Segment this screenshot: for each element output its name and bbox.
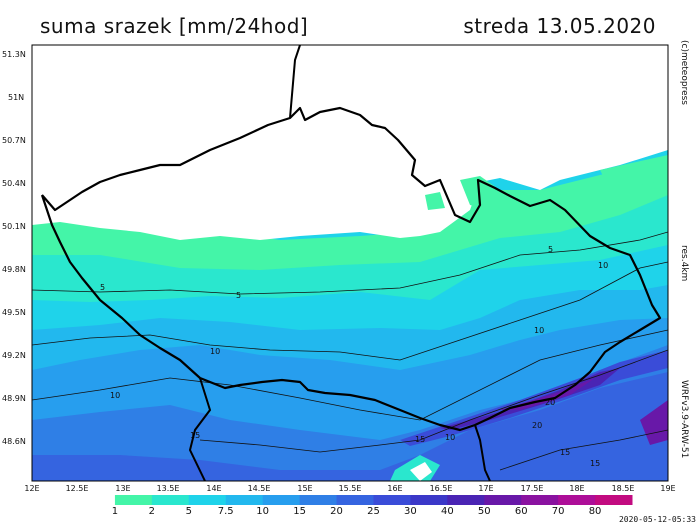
lat-label: 49.2N (2, 351, 26, 360)
lon-label: 13E (115, 484, 130, 493)
legend-swatch (410, 495, 448, 505)
legend-swatch (373, 495, 411, 505)
country-border (188, 377, 212, 481)
run-timestamp: 2020-05-12-05:33 (618, 515, 696, 524)
model-label: WRFv3.9-ARW-51 (679, 380, 689, 459)
contour-label: 5 (236, 291, 241, 300)
legend-label: 40 (441, 506, 454, 517)
lon-label: 15.5E (339, 484, 362, 493)
legend-label: 20 (330, 506, 343, 517)
legend-label: 80 (589, 506, 602, 517)
lat-label: 51.3N (2, 50, 26, 59)
lat-label: 49.5N (2, 308, 26, 317)
legend-swatch (78, 495, 116, 505)
legend-swatch (188, 495, 227, 505)
legend-label: 1 (112, 506, 118, 517)
credit-label: (c)meteopress (679, 40, 689, 105)
legend-swatch (558, 495, 596, 505)
contour-label: 15 (590, 459, 600, 468)
contour-label: 10 (210, 347, 220, 356)
legend-label: 10 (256, 506, 269, 517)
legend-swatch (447, 495, 485, 505)
lon-label: 12.5E (66, 484, 89, 493)
country-border (474, 424, 491, 481)
legend-label: 5 (186, 506, 192, 517)
legend-swatch (484, 495, 522, 505)
legend-swatch (336, 495, 374, 505)
contour-label: 10 (110, 391, 120, 400)
lon-label: 13.5E (157, 484, 180, 493)
lon-label: 18.5E (612, 484, 635, 493)
lon-label: 18E (569, 484, 584, 493)
legend-label: 70 (552, 506, 565, 517)
lon-label: 15E (297, 484, 312, 493)
lat-label: 49.8N (2, 265, 26, 274)
lon-label: 14E (206, 484, 221, 493)
legend-labels: 1 2 5 7.5 10 15 20 25 30 40 50 60 70 80 (112, 506, 602, 517)
legend-label: 2 (149, 506, 155, 517)
legend-swatch (521, 495, 559, 505)
legend-colorbar (78, 495, 633, 505)
contour-label: 20 (532, 421, 542, 430)
contour-label: 10 (534, 326, 544, 335)
legend-swatch (299, 495, 338, 505)
legend-swatch (595, 495, 633, 505)
lon-label: 16E (387, 484, 402, 493)
legend-label: 30 (404, 506, 417, 517)
lon-label: 19E (660, 484, 675, 493)
legend-swatch (262, 495, 301, 505)
legend-swatch (225, 495, 264, 505)
lon-label: 14.5E (248, 484, 271, 493)
lat-label: 50.4N (2, 179, 26, 188)
forecast-date: streda 13.05.2020 (463, 14, 656, 38)
lat-label: 50.1N (2, 222, 26, 231)
contour-label: 15 (190, 431, 200, 440)
contour-label: 5 (100, 283, 105, 292)
legend-label: 60 (515, 506, 528, 517)
lat-label: 50.7N (2, 136, 26, 145)
legend-swatch (151, 495, 190, 505)
lat-label: 51N (8, 93, 24, 102)
legend-label: 25 (367, 506, 380, 517)
map-title: suma srazek [mm/24hod] (40, 14, 309, 38)
lat-label: 48.9N (2, 394, 26, 403)
lon-label: 17E (478, 484, 493, 493)
lon-label: 16.5E (430, 484, 453, 493)
legend-swatch (114, 495, 153, 505)
contour-label: 10 (598, 261, 608, 270)
contour-label: 10 (445, 433, 455, 442)
lat-label: 48.6N (2, 437, 26, 446)
country-border (289, 45, 301, 119)
contour-label: 5 (548, 245, 553, 254)
legend-label: 50 (478, 506, 491, 517)
legend-label: 7.5 (218, 506, 234, 517)
precipitation-field: 5 5 5 10 10 10 10 10 15 15 15 15 20 20 (32, 45, 668, 481)
lon-label: 17.5E (521, 484, 544, 493)
contour-label: 20 (545, 398, 555, 407)
lon-label: 12E (24, 484, 39, 493)
contour-label: 15 (560, 448, 570, 457)
contour-label: 15 (415, 435, 425, 444)
resolution-label: res.4km (679, 245, 689, 282)
country-border (40, 106, 662, 432)
legend-label: 15 (293, 506, 306, 517)
